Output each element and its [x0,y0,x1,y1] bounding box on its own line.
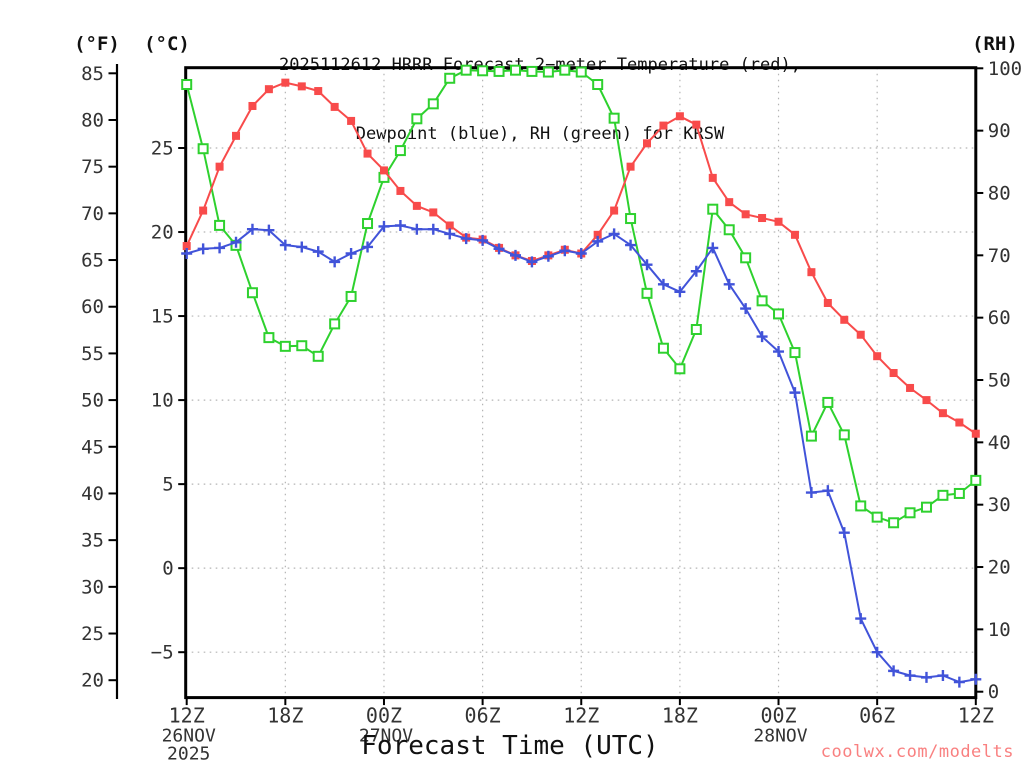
svg-text:12Z: 12Z [563,704,599,728]
svg-text:30: 30 [81,576,104,598]
svg-text:30: 30 [988,494,1011,516]
svg-text:75: 75 [81,156,104,178]
svg-text:40: 40 [988,432,1011,454]
svg-text:45: 45 [81,436,104,458]
svg-text:35: 35 [81,530,104,552]
svg-text:06Z: 06Z [465,704,501,728]
svg-text:40: 40 [81,483,104,505]
svg-text:90: 90 [988,120,1011,142]
svg-text:15: 15 [151,306,174,328]
svg-text:55: 55 [81,343,104,365]
svg-text:85: 85 [81,63,104,85]
celsius-axis-ticks: 25 20 15 10 5 0 −5 [151,137,186,664]
svg-text:20: 20 [151,222,174,244]
celsius-axis-unit-label: (°C) [144,33,190,55]
time-axis-ticks: 12Z 18Z 00Z 06Z 12Z 18Z 00Z 06Z 12Z26NOV202527NO… [162,697,994,765]
svg-text:65: 65 [81,250,104,272]
svg-text:00Z: 00Z [760,704,796,728]
svg-text:70: 70 [988,245,1011,267]
svg-text:18Z: 18Z [267,704,303,728]
svg-text:10: 10 [151,390,174,412]
svg-text:25: 25 [81,623,104,645]
svg-text:25: 25 [151,137,174,159]
svg-text:12Z: 12Z [958,704,994,728]
svg-text:−5: −5 [151,642,174,664]
rh-axis-unit-label: (RH) [972,33,1018,55]
svg-text:70: 70 [81,203,104,225]
svg-text:27NOV: 27NOV [359,726,413,747]
dewpoint-series [181,219,982,688]
svg-text:20: 20 [988,557,1011,579]
temperature-series [182,78,980,438]
svg-text:12Z: 12Z [169,704,205,728]
x-axis-title: Forecast Time (UTC) [361,731,659,761]
svg-text:50: 50 [988,370,1011,392]
svg-text:60: 60 [988,307,1011,329]
svg-text:18Z: 18Z [662,704,698,728]
fahrenheit-axis-unit-label: (°F) [74,33,120,55]
svg-text:00Z: 00Z [366,704,402,728]
svg-text:5: 5 [162,474,173,496]
svg-text:80: 80 [988,182,1011,204]
svg-text:50: 50 [81,390,104,412]
svg-text:26NOV: 26NOV [162,726,216,747]
svg-text:0: 0 [162,558,173,580]
svg-text:06Z: 06Z [859,704,895,728]
svg-text:80: 80 [81,109,104,131]
svg-text:28NOV: 28NOV [753,726,807,747]
svg-text:60: 60 [81,296,104,318]
fahrenheit-axis-ticks: 85 80 75 70 65 60 55 50 45 40 35 30 25 20 [81,63,117,692]
svg-text:0: 0 [988,681,999,703]
svg-text:2025: 2025 [167,744,210,765]
rh-series [181,64,982,529]
svg-text:100: 100 [988,58,1022,80]
svg-text:20: 20 [81,670,104,692]
svg-text:10: 10 [988,619,1011,641]
watermark-text: coolwx.com/modelts [820,742,1014,762]
